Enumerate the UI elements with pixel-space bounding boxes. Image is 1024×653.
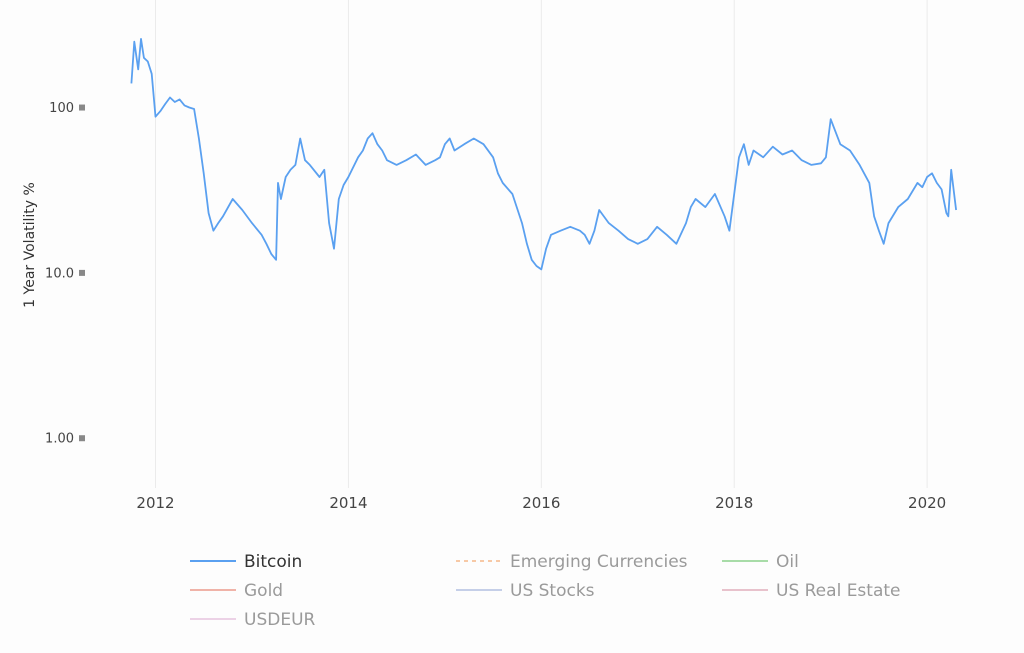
- legend-label: Gold: [244, 581, 283, 601]
- legend-label: Emerging Currencies: [510, 552, 688, 572]
- legend-label: Oil: [776, 552, 799, 572]
- legend-label: USDEUR: [244, 610, 316, 630]
- x-tick-label: 2018: [715, 494, 753, 512]
- legend-item-oil[interactable]: Oil: [722, 552, 799, 572]
- y-tick-label: 100: [49, 101, 74, 116]
- legend-item-us-stocks[interactable]: US Stocks: [456, 581, 595, 601]
- x-tick-label: 2020: [908, 494, 946, 512]
- y-axis-title: 1 Year Volatility %: [22, 182, 38, 308]
- axis-layer: 2012 2014 2016 2018 2020 1.00 10.0 100 1 Year Vo…: [22, 101, 946, 512]
- y-tick-label: 10.0: [45, 266, 74, 281]
- series-line-bitcoin: [130, 38, 957, 271]
- legend-label: US Real Estate: [776, 581, 901, 601]
- x-tick-label: 2014: [329, 494, 367, 512]
- grid-layer: [155, 0, 928, 488]
- y-tick-mark: [79, 104, 85, 111]
- legend: Bitcoin Emerging Currencies Oil Gold US Stoc…: [190, 552, 901, 630]
- legend-item-emerging-currencies[interactable]: Emerging Currencies: [456, 552, 688, 572]
- legend-item-gold[interactable]: Gold: [190, 581, 283, 601]
- x-tick-label: 2016: [522, 494, 560, 512]
- legend-label: US Stocks: [510, 581, 595, 601]
- legend-item-usdeur[interactable]: USDEUR: [190, 610, 316, 630]
- y-tick-mark: [79, 269, 85, 276]
- legend-item-us-real-estate[interactable]: US Real Estate: [722, 581, 901, 601]
- y-tick-mark: [79, 435, 85, 442]
- y-tick-label: 1.00: [45, 432, 74, 447]
- x-tick-label: 2012: [136, 494, 174, 512]
- legend-label: Bitcoin: [244, 552, 302, 572]
- series-layer: [130, 38, 957, 271]
- legend-item-bitcoin[interactable]: Bitcoin: [190, 552, 302, 572]
